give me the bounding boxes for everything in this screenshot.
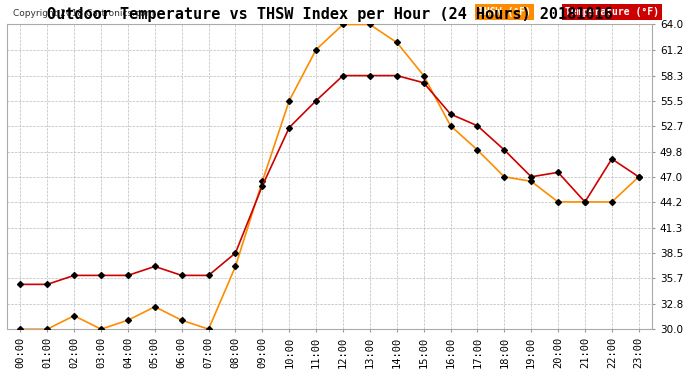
Title: Outdoor Temperature vs THSW Index per Hour (24 Hours) 20181016: Outdoor Temperature vs THSW Index per Ho…	[47, 7, 613, 22]
Text: THSW (°F): THSW (°F)	[478, 7, 531, 17]
Text: Temperature (°F): Temperature (°F)	[565, 7, 659, 17]
Text: Copyright 2018 Cartronics.com: Copyright 2018 Cartronics.com	[13, 9, 155, 18]
